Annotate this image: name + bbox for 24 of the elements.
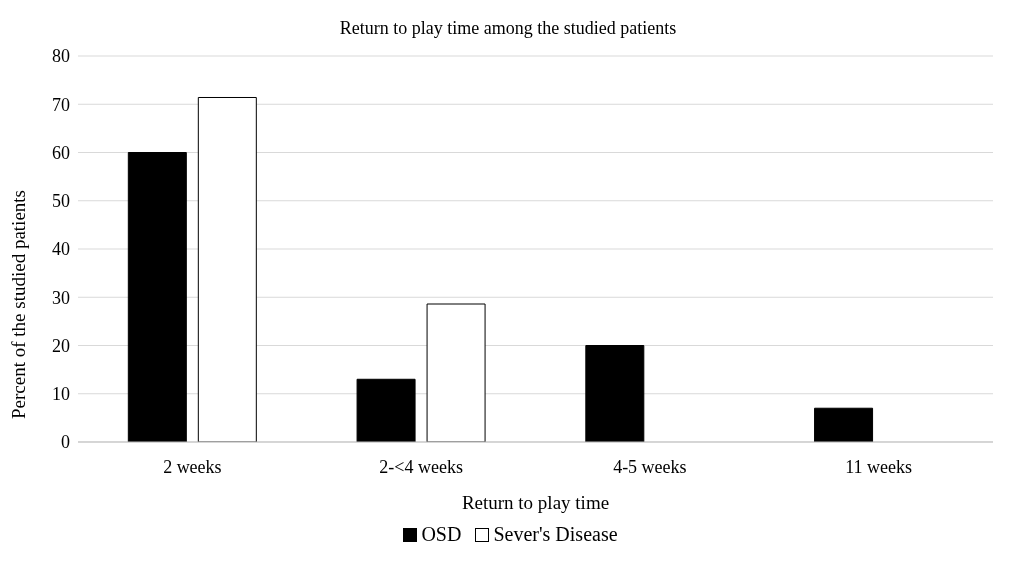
y-tick-label: 10 — [52, 384, 70, 405]
x-tick-label: 2-<4 weeks — [379, 456, 463, 477]
x-tick-label: 2 weeks — [163, 456, 222, 477]
y-tick-label: 30 — [52, 287, 70, 308]
y-tick-label: 50 — [52, 191, 70, 212]
bar — [197, 97, 257, 442]
bar — [356, 378, 416, 442]
bar — [426, 303, 486, 442]
bar — [127, 152, 187, 442]
legend-label: OSD — [421, 523, 462, 546]
y-tick-label: 80 — [52, 46, 70, 67]
y-tick-label: 40 — [52, 239, 70, 260]
x-tick-label: 11 weeks — [845, 456, 913, 477]
y-axis-title: Percent of the studied patients — [7, 190, 29, 419]
legend-label: Sever's Disease — [493, 523, 618, 546]
bar — [814, 407, 874, 442]
y-tick-label: 60 — [52, 142, 70, 163]
y-tick-label: 70 — [52, 94, 70, 115]
x-tick-label: 4-5 weeks — [613, 456, 687, 477]
x-axis-title: Return to play time — [461, 492, 610, 513]
y-tick-label: 20 — [52, 335, 70, 356]
chart-title: Return to play time among the studied patients — [338, 17, 678, 40]
y-tick-label: 0 — [61, 432, 70, 453]
bar — [585, 345, 645, 442]
